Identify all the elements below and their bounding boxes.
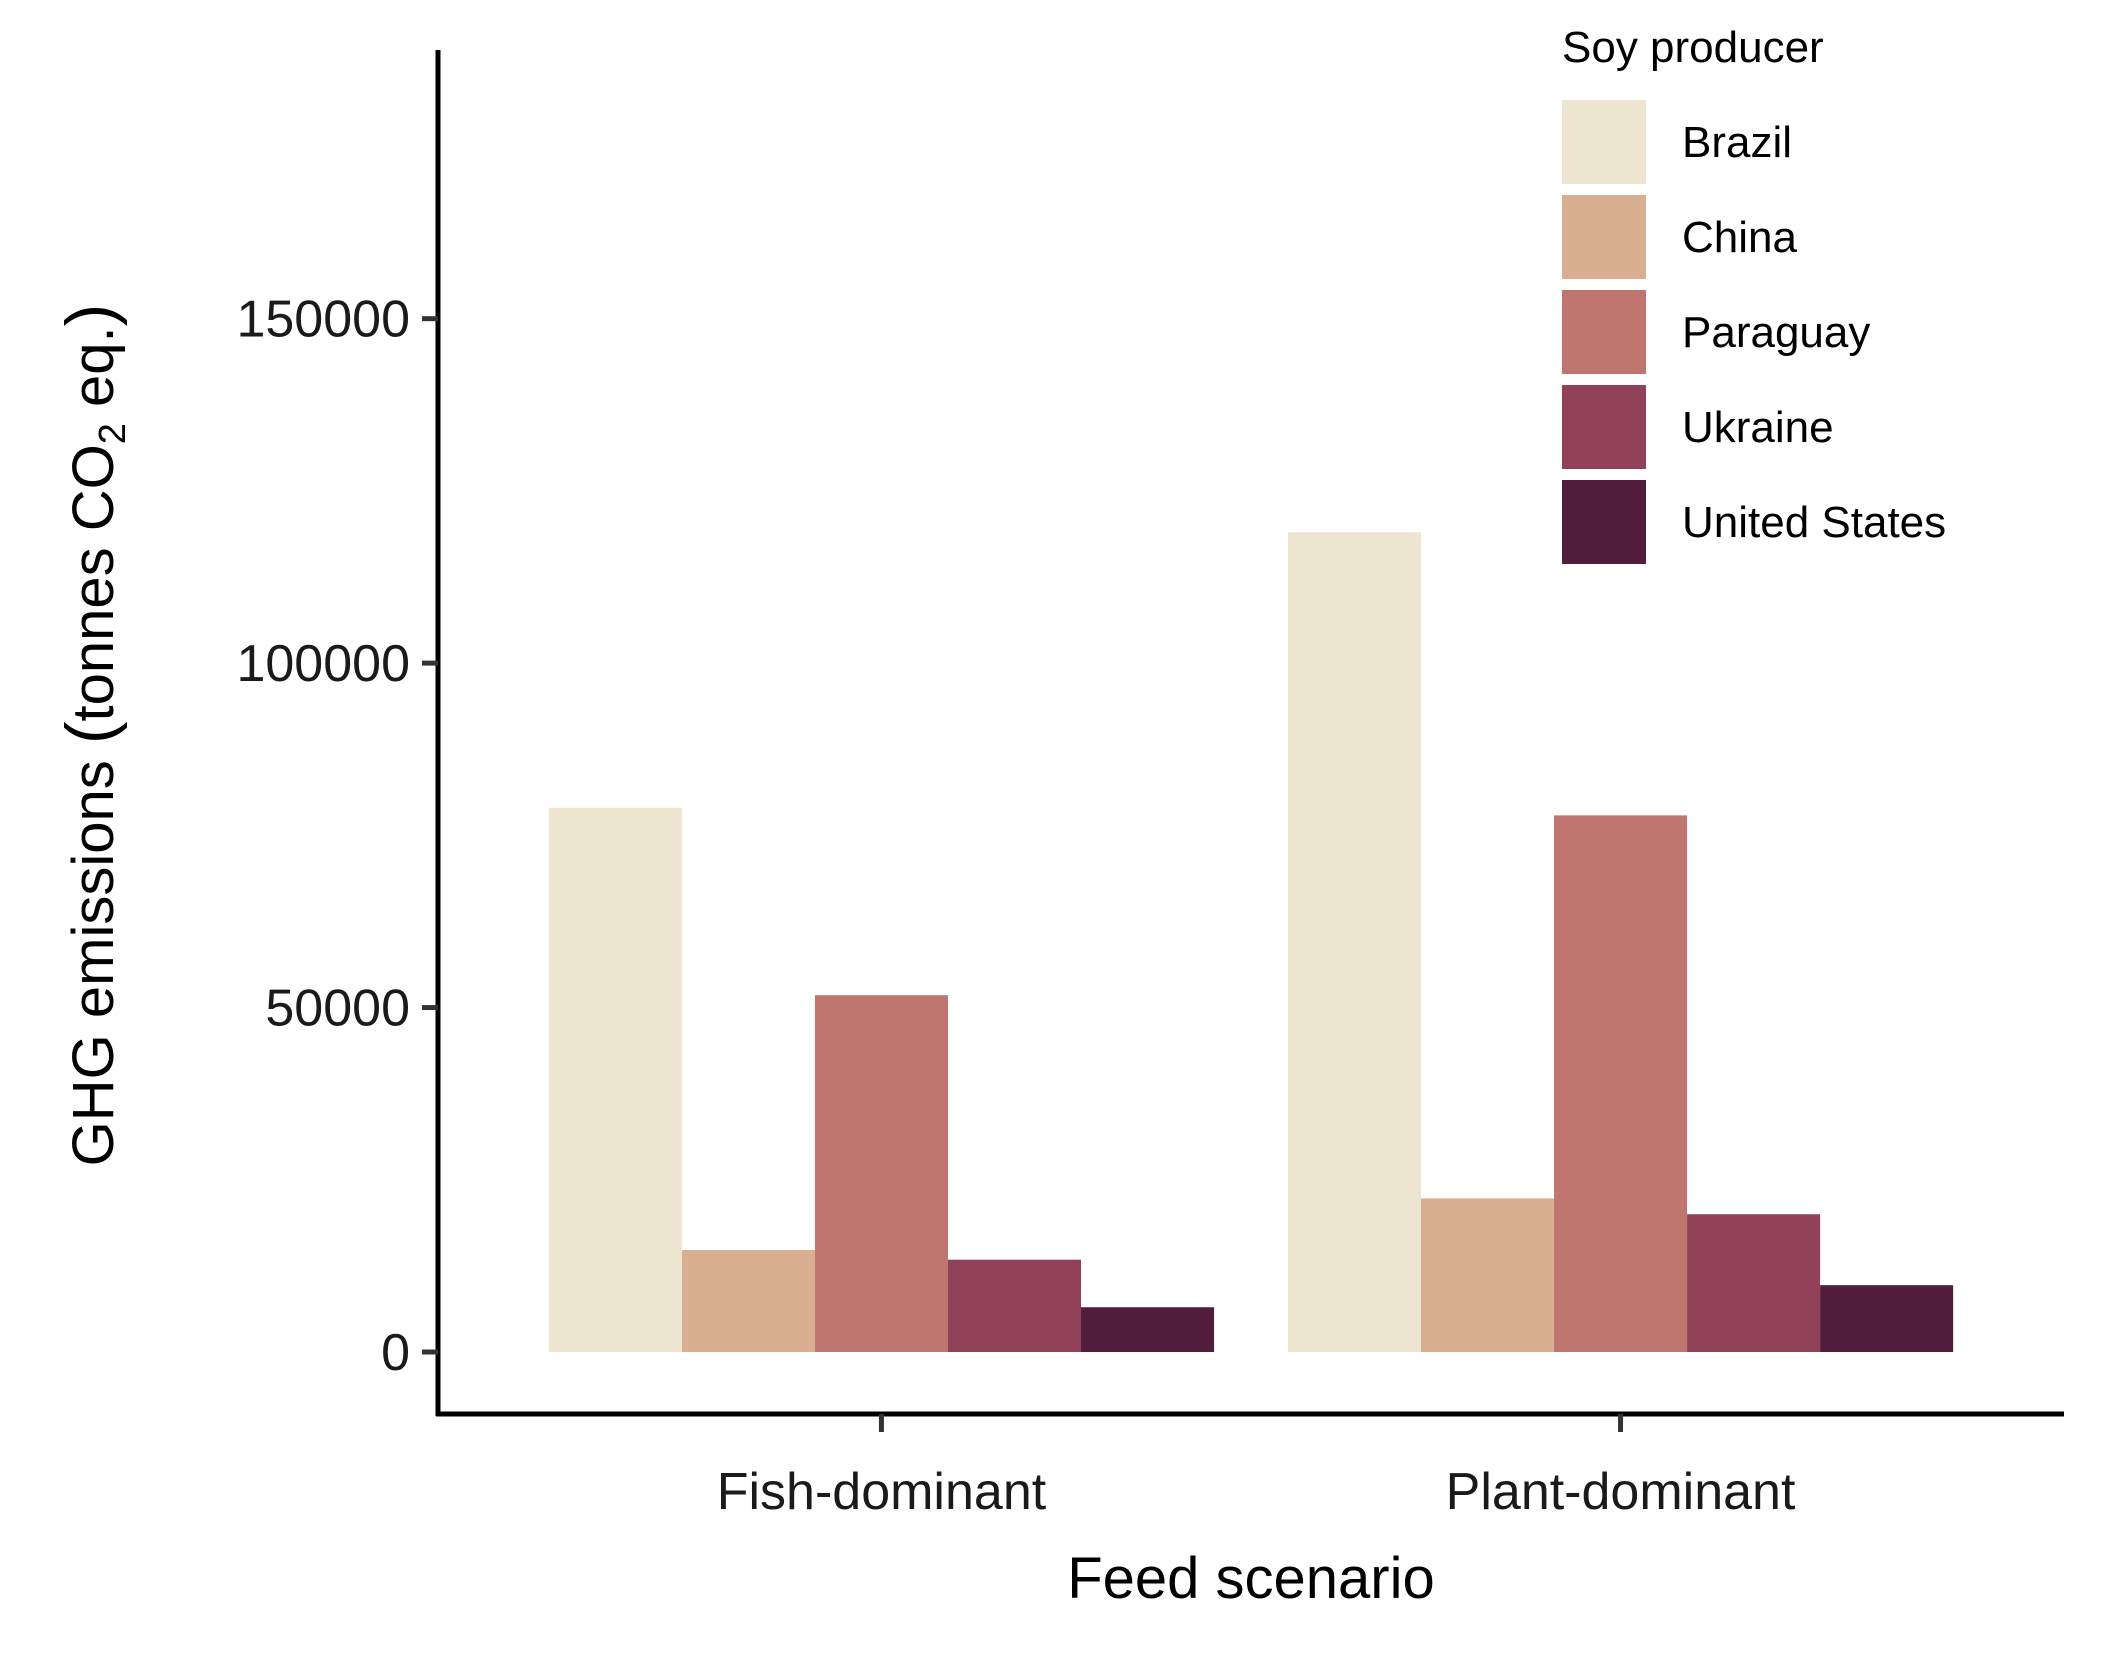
y-tick-label: 0 (381, 1324, 410, 1382)
bar-fish-dominant-china (681, 1250, 815, 1352)
legend-label: Paraguay (1682, 308, 1870, 357)
y-axis: 0 50000 100000 150000 (236, 50, 441, 1416)
x-tick-label: Plant-dominant (1446, 1463, 1796, 1521)
y-tick-label: 100000 (236, 635, 410, 693)
y-tick-label: 50000 (265, 980, 410, 1038)
bars-group (548, 532, 1954, 1352)
y-axis-title-prefix: GHG emissions (61, 744, 126, 1166)
bar-plant-dominant-china (1420, 1198, 1555, 1352)
y-axis-title-subscript: 2 (92, 423, 134, 444)
y-axis-title-paren-close: ) (52, 304, 128, 327)
legend-label: United States (1682, 498, 1946, 547)
legend-key-brazil (1562, 100, 1646, 184)
y-axis-title: GHG emissions (tonnes CO2 eq.) (52, 304, 134, 1167)
legend-title: Soy producer (1562, 23, 1824, 72)
legend-label: Brazil (1682, 118, 1792, 167)
y-axis-title-suffix: eq. (61, 326, 126, 423)
x-axis-title: Feed scenario (1067, 1546, 1435, 1611)
legend-key-ukraine (1562, 385, 1646, 469)
bar-plant-dominant-ukraine (1687, 1214, 1821, 1352)
y-axis-title-inner: tonnes CO (61, 444, 126, 721)
legend: Soy producer Brazil China Paraguay Ukraine U… (1562, 23, 1946, 564)
legend-key-china (1562, 195, 1646, 279)
legend-key-united-states (1562, 480, 1646, 564)
y-tick-label: 150000 (236, 291, 410, 349)
legend-items: Brazil China Paraguay Ukraine United States (1562, 100, 1946, 564)
bar-fish-dominant-paraguay (814, 995, 948, 1352)
x-axis: Fish-dominant Plant-dominant (436, 1411, 2064, 1521)
bar-fish-dominant-brazil (548, 807, 682, 1352)
bar-plant-dominant-united-states (1820, 1285, 1954, 1352)
y-ticks: 0 50000 100000 150000 (236, 291, 438, 1382)
legend-key-paraguay (1562, 290, 1646, 374)
x-ticks: Fish-dominant Plant-dominant (717, 1414, 1796, 1521)
bar-fish-dominant-united-states (1081, 1307, 1215, 1352)
legend-label: China (1682, 213, 1797, 262)
bar-plant-dominant-paraguay (1554, 815, 1688, 1352)
y-axis-title-paren-open: ( (52, 721, 128, 744)
bar-plant-dominant-brazil (1287, 532, 1421, 1352)
bar-fish-dominant-ukraine (947, 1259, 1082, 1352)
x-tick-label: Fish-dominant (717, 1463, 1047, 1521)
legend-label: Ukraine (1682, 403, 1834, 452)
